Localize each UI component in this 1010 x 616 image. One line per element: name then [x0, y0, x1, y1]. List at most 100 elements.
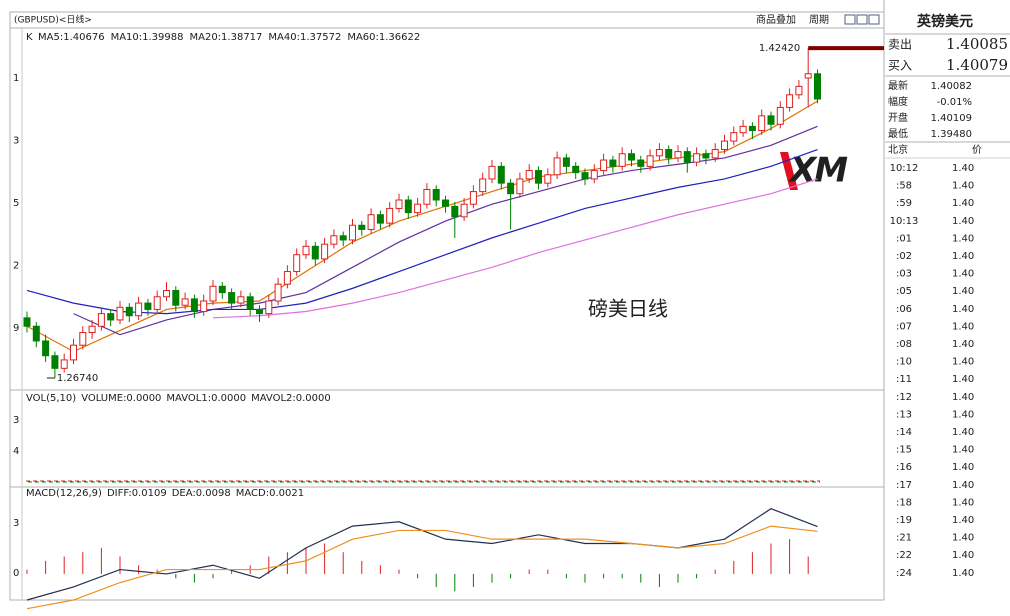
candle-body — [321, 243, 329, 260]
tick-price: 1.40 — [952, 304, 974, 315]
tick-time: :21 — [896, 533, 912, 544]
tick-time: :14 — [896, 427, 912, 438]
quote-price: 1.40079 — [946, 56, 1008, 74]
tick-price: 1.40 — [952, 251, 974, 262]
indicator-legend: MAVOL1:0.0000 — [166, 393, 246, 404]
volume-axis-label: 3 — [13, 415, 19, 426]
candle-body — [172, 289, 180, 306]
candle-body — [125, 306, 133, 317]
tick-time: :24 — [896, 568, 912, 579]
tick-time: :07 — [896, 321, 912, 332]
tick-time: :03 — [896, 269, 912, 280]
nav-button[interactable] — [868, 14, 880, 25]
ma-legend: MA10:1.39988 — [111, 32, 184, 43]
candle-body — [739, 125, 747, 134]
candle-body — [293, 254, 301, 273]
candle-body — [572, 165, 580, 174]
tick-time: :19 — [896, 515, 912, 526]
candle-body — [730, 132, 738, 142]
candle-body — [814, 73, 821, 100]
k-label: K — [26, 32, 33, 43]
candle-body — [562, 157, 570, 167]
indicator-line — [26, 525, 818, 610]
tick-price: 1.40 — [952, 321, 974, 332]
tick-time: :01 — [896, 233, 912, 244]
candle-body — [283, 271, 291, 285]
tick-price: 1.40 — [952, 480, 974, 491]
candle-body — [339, 235, 347, 241]
candle-body — [460, 203, 468, 218]
quote-price: 1.40085 — [946, 35, 1008, 53]
tick-price: 1.40 — [952, 515, 974, 526]
candle-body — [404, 199, 412, 214]
candle-body — [135, 302, 143, 317]
tick-time: :11 — [896, 374, 912, 385]
tick-time: :10 — [896, 357, 912, 368]
tick-price: 1.40 — [952, 550, 974, 561]
stat-label: 幅度 — [888, 95, 908, 108]
tick-price: 1.40 — [952, 286, 974, 297]
candle-body — [655, 149, 663, 157]
tick-price: 1.40 — [952, 216, 974, 227]
candle-body — [265, 300, 273, 315]
tick-time: :16 — [896, 462, 912, 473]
tick-time: :06 — [896, 304, 912, 315]
candle-body — [488, 165, 496, 180]
ma-legend: MA5:1.40676 — [38, 32, 105, 43]
candle-body — [190, 298, 198, 313]
candle-body — [497, 165, 505, 184]
candle-body — [646, 155, 654, 167]
period-button[interactable]: 周期 — [809, 14, 829, 26]
candle-body — [525, 170, 533, 180]
candle-body — [767, 115, 775, 125]
indicator-legend: MAVOL2:0.0000 — [251, 393, 331, 404]
indicator-legend: VOL(5,10) — [26, 393, 76, 404]
tick-time: :08 — [896, 339, 912, 350]
tick-price: 1.40 — [952, 497, 974, 508]
candle-body — [507, 182, 515, 195]
price-axis-label: 5 — [13, 198, 19, 209]
candle-body — [367, 214, 375, 230]
candle-body — [609, 159, 617, 167]
tick-price: 1.40 — [952, 163, 974, 174]
tick-price: 1.40 — [952, 374, 974, 385]
price-axis-label: 1 — [13, 73, 19, 84]
tick-time: :13 — [896, 409, 912, 420]
price-axis-label: 2 — [13, 261, 19, 272]
candle-body — [693, 153, 701, 163]
overlay-button[interactable]: 商品叠加 — [756, 13, 796, 26]
chart-annotation: 磅美日线 — [588, 297, 668, 321]
candle-body — [423, 188, 431, 205]
candle-body — [116, 306, 124, 321]
tick-price: 1.40 — [952, 568, 974, 579]
ma-legend: MA60:1.36622 — [347, 32, 420, 43]
candle-body — [395, 199, 403, 209]
volume-axis-label: 4 — [13, 446, 19, 457]
candle-body — [97, 313, 105, 327]
candle-body — [330, 235, 338, 245]
candle-body — [432, 188, 440, 201]
candle-body — [60, 359, 68, 369]
candle-body — [311, 245, 319, 260]
candle-body — [153, 296, 161, 310]
candle-body — [665, 149, 673, 159]
price-axis-label: 9 — [13, 323, 19, 334]
candle-body — [721, 140, 728, 151]
candle-body — [256, 308, 263, 315]
stat-value: 1.40082 — [931, 81, 972, 92]
symbol-label: (GBPUSD)<日线> — [14, 14, 92, 26]
low-label: 1.26740 — [57, 373, 98, 384]
nav-button[interactable] — [844, 14, 856, 25]
ticks-price-header: 价 — [972, 144, 982, 156]
stat-label: 开盘 — [888, 111, 908, 124]
candle-body — [795, 85, 803, 96]
tick-time: :18 — [896, 497, 912, 508]
candle-body — [469, 191, 477, 205]
tick-price: 1.40 — [952, 392, 974, 403]
candle-body — [442, 199, 449, 207]
candle-body — [144, 302, 152, 310]
candle-body — [23, 317, 31, 327]
nav-button[interactable] — [856, 14, 868, 25]
candle-body — [70, 344, 77, 361]
